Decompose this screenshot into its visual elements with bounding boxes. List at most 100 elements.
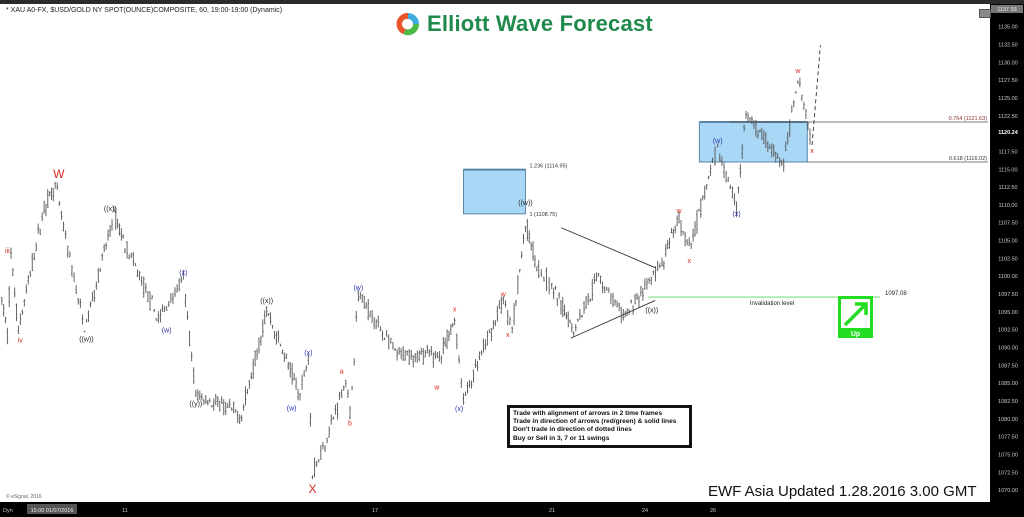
price-bar [299,392,301,401]
price-bar [550,282,553,289]
price-bar [83,330,86,333]
time-axis-panel[interactable] [0,502,1024,517]
price-bar [733,193,736,206]
price-bar [180,276,183,283]
wave-label: (w) [353,285,363,292]
price-bar [762,130,765,144]
price-bar [309,412,312,427]
price-bar [737,186,740,194]
price-axis-panel[interactable] [990,4,1024,502]
price-bar [346,389,349,398]
price-bar [41,212,44,222]
price-bar [752,120,755,130]
price-bar [492,320,495,330]
price-bar [198,390,201,400]
price-bar [81,314,84,325]
price-bar [136,269,139,278]
price-bar [508,316,511,326]
price-bar [574,324,577,332]
price-bar [697,208,700,212]
projection-line [811,45,821,146]
invalidation-value: 1097.08 [885,291,907,297]
price-bar [68,251,71,258]
price-bar [410,349,413,361]
y-tick-label: 1092.50 [998,328,1018,334]
price-bar [285,353,288,360]
price-bar [269,312,272,325]
window-close-button[interactable] [979,9,991,18]
price-bar [188,330,191,347]
plot-area [0,4,990,502]
price-bar [754,119,757,137]
rule-line: Trade with alignment of arrows in 2 time… [513,410,663,417]
price-bar [334,404,337,415]
wave-label: ((w)) [518,200,532,207]
price-bar [756,130,759,139]
y-tick-label: 1112.50 [998,185,1017,191]
wave-label: a [340,368,344,375]
price-bar [468,379,471,388]
price-bar [480,350,483,356]
price-bar [580,314,583,318]
price-bar [745,110,747,119]
price-bar [240,415,243,422]
price-bar [303,370,306,377]
y-tick-label: 1097.50 [998,292,1018,298]
price-bar [222,399,225,416]
price-bar [212,398,215,411]
price-bar [330,414,333,425]
price-bar [381,330,384,341]
price-bar [466,381,469,394]
price-bar [271,325,274,329]
price-bar [265,305,268,317]
price-bar [363,295,366,309]
price-bar [178,278,181,292]
price-bar [171,292,174,304]
price-bar [62,221,65,232]
y-tick-label: 1082.50 [998,399,1018,405]
wave-label: w [433,385,440,392]
price-bar [548,277,551,295]
price-bar [776,153,779,159]
price-bar [542,276,545,282]
price-bar [432,352,435,368]
price-bar [87,310,90,322]
price-bar [275,331,278,345]
price-bar [741,144,744,160]
price-bar [116,218,119,229]
price-bar [349,406,351,420]
price-bar [19,313,22,325]
price-bar [184,293,187,308]
time-mode-label[interactable]: Dyn [3,508,13,514]
price-bar [645,277,648,290]
price-bar [563,304,566,317]
wave-label: x [810,148,814,155]
price-bar [234,409,237,413]
price-bar [250,372,253,380]
y-tick-label: 1110.00 [998,203,1017,209]
price-bar [599,275,602,284]
price-bar [603,286,606,294]
price-bar [707,175,710,180]
price-bar [39,228,42,235]
wave-label: ((x)) [645,308,658,315]
price-bar [50,187,53,200]
price-bar [208,397,211,403]
wave-label: x [687,258,691,265]
price-bar [802,101,805,110]
price-bar [70,264,73,277]
price-bar [114,208,117,230]
price-bar [643,278,646,290]
price-bar [533,255,536,268]
price-bar [464,391,467,397]
price-bar [451,322,454,328]
price-bar [202,398,205,405]
price-bar [43,200,46,214]
price-bar [694,221,697,237]
price-bar [530,242,533,251]
price-bar [513,303,516,326]
price-bar [688,237,691,247]
price-bar [455,333,458,350]
price-bar [684,231,687,247]
wave-label: (x) [179,270,187,277]
